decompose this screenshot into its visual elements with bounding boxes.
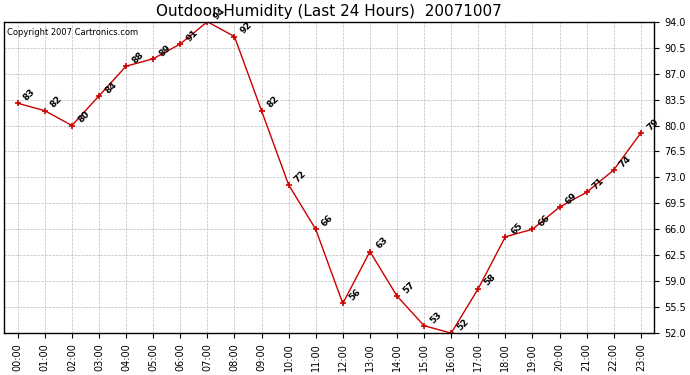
Text: 52: 52 xyxy=(455,317,471,332)
Text: 66: 66 xyxy=(537,213,552,228)
Text: 91: 91 xyxy=(184,28,199,43)
Text: 88: 88 xyxy=(130,50,146,65)
Text: 82: 82 xyxy=(266,95,281,110)
Title: Outdoor Humidity (Last 24 Hours)  20071007: Outdoor Humidity (Last 24 Hours) 2007100… xyxy=(157,4,502,19)
Text: 53: 53 xyxy=(428,310,444,325)
Text: 69: 69 xyxy=(564,191,579,206)
Text: Copyright 2007 Cartronics.com: Copyright 2007 Cartronics.com xyxy=(8,28,139,37)
Text: 71: 71 xyxy=(591,176,606,192)
Text: 66: 66 xyxy=(320,213,335,228)
Text: 80: 80 xyxy=(76,110,91,125)
Text: 74: 74 xyxy=(618,154,633,169)
Text: 89: 89 xyxy=(157,43,172,58)
Text: 57: 57 xyxy=(401,280,417,295)
Text: 63: 63 xyxy=(374,236,389,251)
Text: 79: 79 xyxy=(645,117,660,132)
Text: 65: 65 xyxy=(509,221,524,236)
Text: 94: 94 xyxy=(212,6,227,21)
Text: 84: 84 xyxy=(103,80,119,95)
Text: 92: 92 xyxy=(239,21,254,36)
Text: 83: 83 xyxy=(22,87,37,102)
Text: 72: 72 xyxy=(293,169,308,184)
Text: 58: 58 xyxy=(482,273,497,288)
Text: 56: 56 xyxy=(347,288,362,303)
Text: 82: 82 xyxy=(49,95,64,110)
